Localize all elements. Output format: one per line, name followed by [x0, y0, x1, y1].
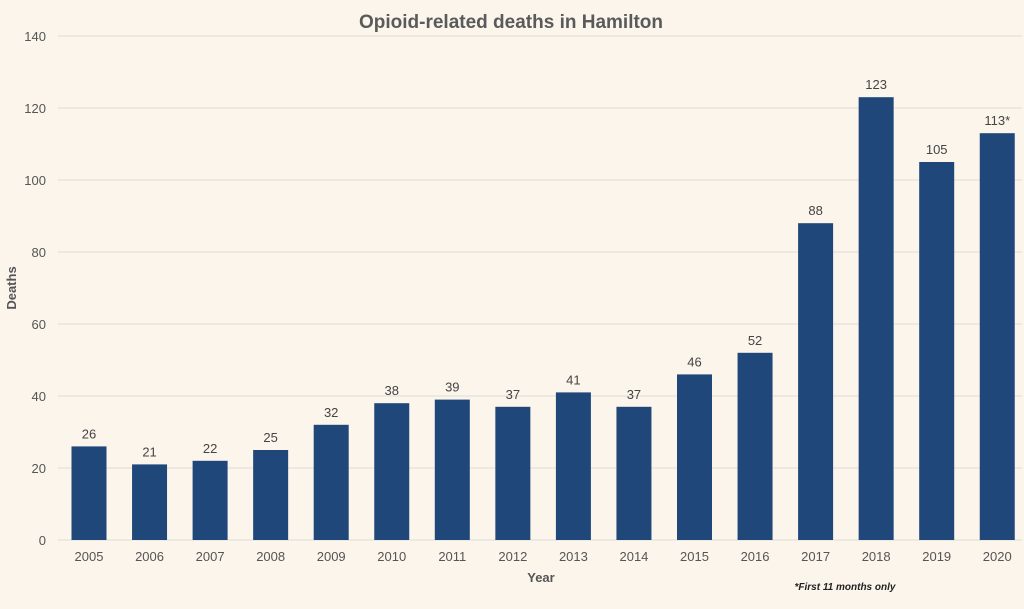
bar — [434, 399, 470, 540]
y-tick-label: 60 — [32, 317, 46, 332]
x-tick-label: 2012 — [498, 549, 527, 564]
chart-title: Opioid-related deaths in Hamilton — [359, 12, 663, 33]
bar — [253, 450, 289, 540]
x-tick-label: 2017 — [801, 549, 830, 564]
data-label: 38 — [385, 383, 399, 398]
y-axis-label: Deaths — [4, 266, 19, 309]
data-label: 37 — [627, 387, 641, 402]
chart-footnote: *First 11 months only — [795, 582, 896, 593]
x-tick-label: 2016 — [741, 549, 770, 564]
x-tick-label: 2006 — [135, 549, 164, 564]
bars — [71, 97, 1015, 540]
data-label: 21 — [142, 444, 156, 459]
bar — [192, 460, 228, 540]
x-tick-label: 2018 — [862, 549, 891, 564]
data-label: 26 — [82, 426, 96, 441]
data-label: 39 — [445, 380, 459, 395]
y-tick-label: 0 — [39, 533, 46, 548]
data-label: 52 — [748, 333, 762, 348]
bar — [979, 133, 1015, 540]
data-label: 123 — [865, 77, 887, 92]
x-tick-label: 2014 — [619, 549, 648, 564]
x-tick-label: 2015 — [680, 549, 709, 564]
y-tick-label: 80 — [32, 245, 46, 260]
data-label: 25 — [263, 430, 277, 445]
x-tick-label: 2019 — [922, 549, 951, 564]
x-tick-label: 2009 — [317, 549, 346, 564]
bar — [313, 424, 349, 540]
bar — [858, 97, 894, 540]
bar-data-labels: 26 21 22 25 32 38 39 37 41 37 46 52 88 123 105 113* — [82, 77, 1010, 459]
x-tick-label: 2011 — [438, 549, 466, 564]
y-tick-label: 100 — [24, 173, 46, 188]
data-label: 37 — [506, 387, 520, 402]
x-tick-label: 2010 — [377, 549, 406, 564]
data-label: 22 — [203, 441, 217, 456]
data-label: 41 — [566, 372, 580, 387]
bar — [798, 223, 834, 540]
y-tick-label: 120 — [24, 101, 46, 116]
x-tick-label: 2005 — [75, 549, 104, 564]
bar — [677, 374, 712, 540]
x-axis-label: Year — [527, 570, 554, 585]
x-axis-ticks: 2005 2006 2007 2008 2009 2010 2011 2012 2013 2014… — [75, 549, 1012, 564]
x-tick-label: 2020 — [983, 549, 1012, 564]
bar — [919, 162, 955, 540]
y-tick-label: 40 — [32, 389, 46, 404]
bar — [374, 403, 410, 540]
y-tick-label: 20 — [32, 461, 46, 476]
data-label: 113* — [984, 113, 1010, 128]
y-axis-ticks: 0 20 40 60 80 100 120 140 — [24, 29, 46, 548]
bar — [616, 406, 652, 540]
bar — [495, 406, 531, 540]
x-tick-label: 2008 — [256, 549, 285, 564]
bar — [737, 352, 773, 540]
data-label: 105 — [926, 142, 948, 157]
y-tick-label: 140 — [24, 29, 46, 44]
x-tick-label: 2007 — [196, 549, 225, 564]
bar — [71, 446, 107, 540]
x-tick-label: 2013 — [559, 549, 588, 564]
bar — [555, 392, 591, 540]
bar — [132, 464, 168, 540]
data-label: 32 — [324, 405, 338, 420]
data-label: 46 — [687, 354, 701, 369]
data-label: 88 — [808, 203, 822, 218]
